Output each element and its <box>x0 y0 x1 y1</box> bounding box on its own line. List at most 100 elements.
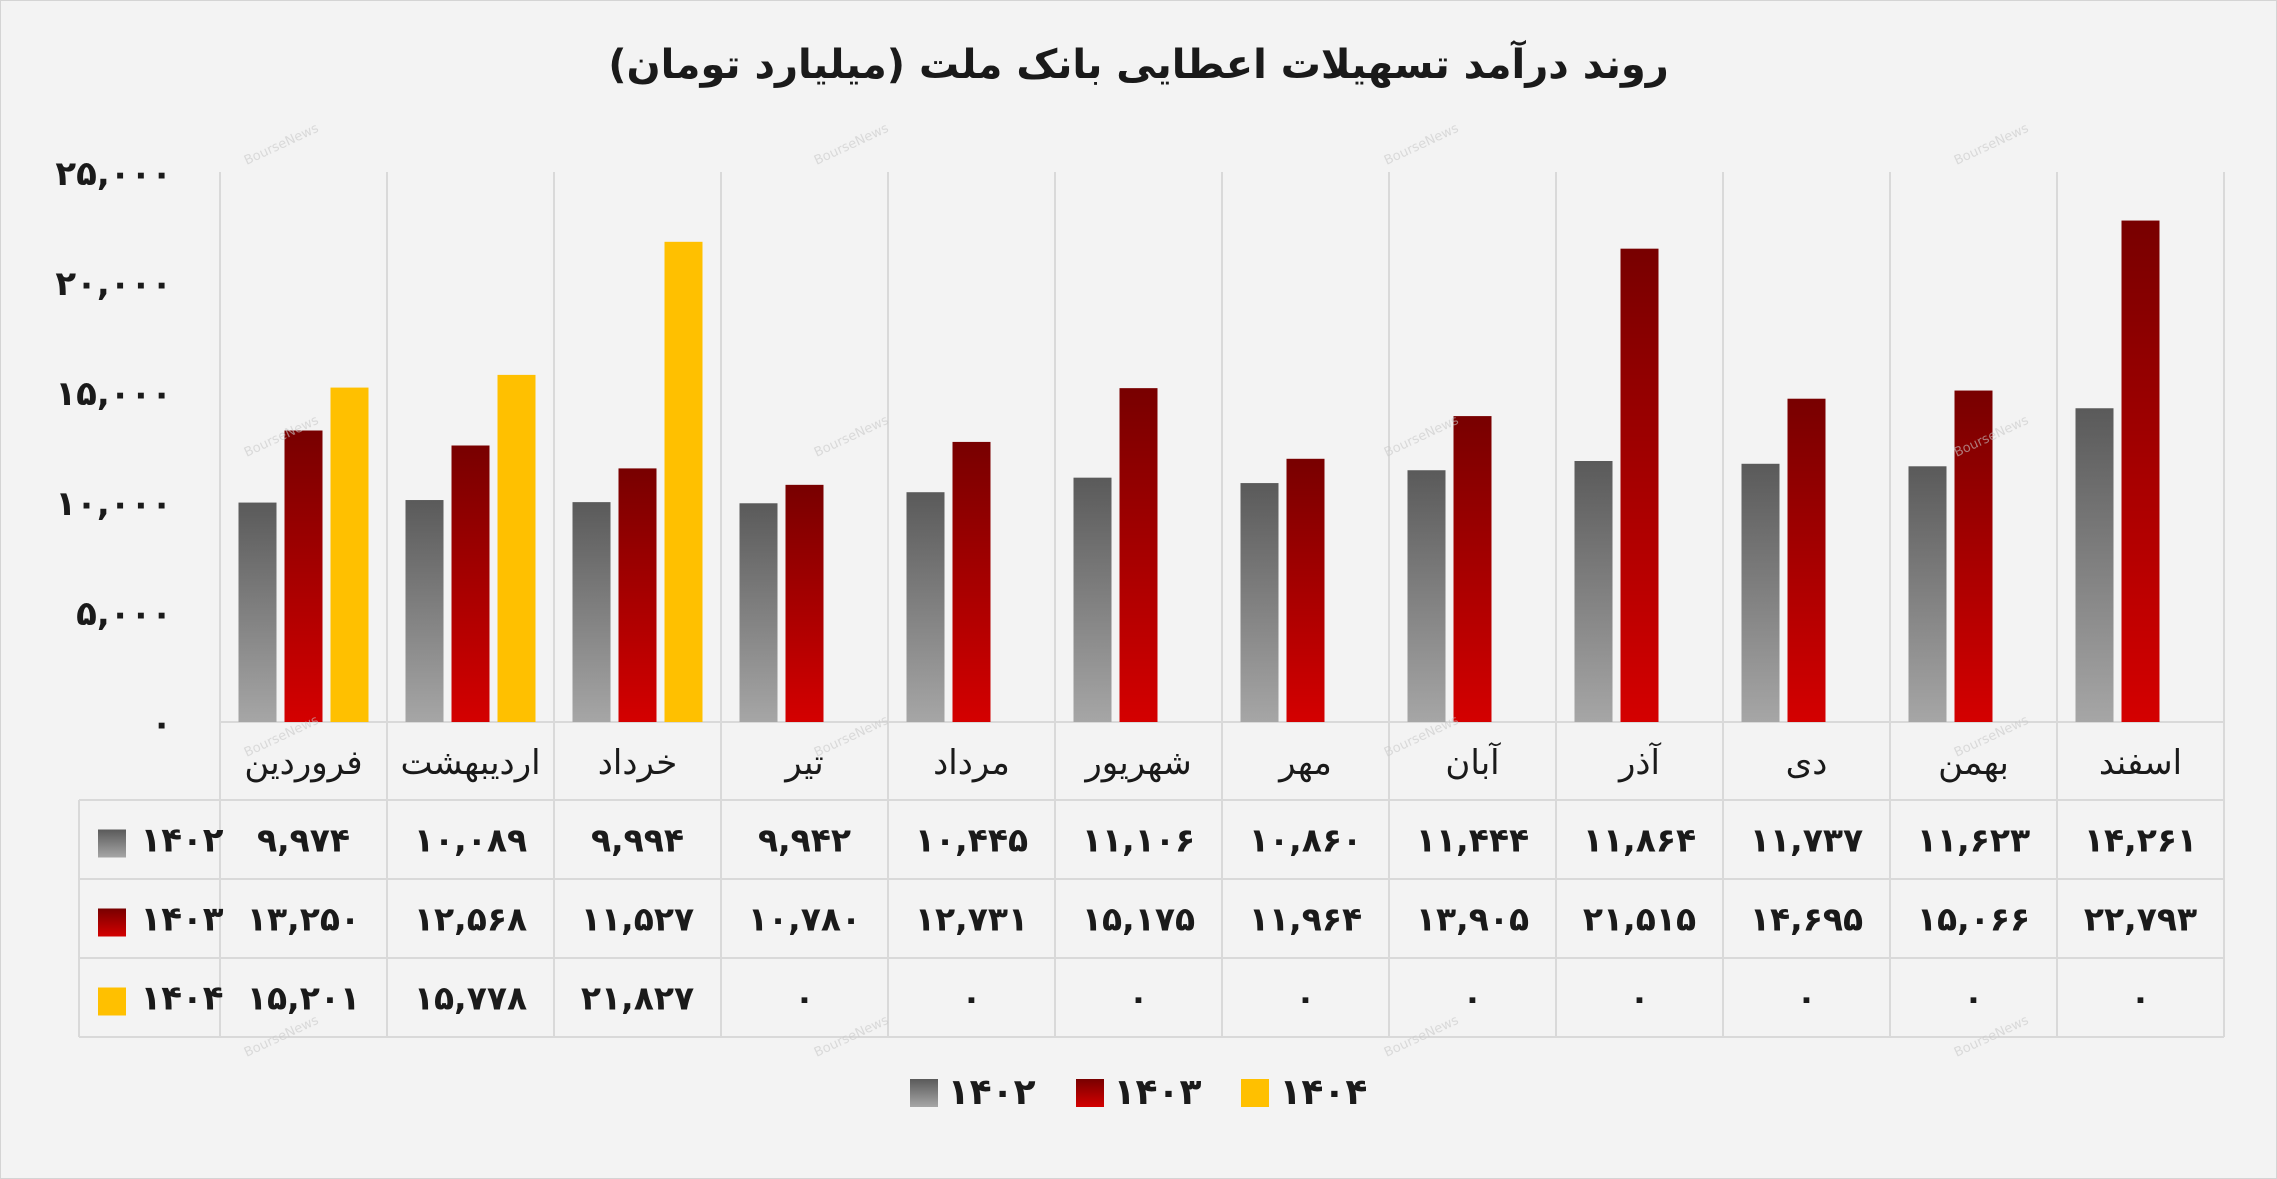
table-row-swatch <box>98 908 126 937</box>
data-label: ۱۱,۴۴۴ <box>1416 821 1529 860</box>
data-label: ۲۲,۷۹۳ <box>2084 900 2197 939</box>
data-label: ۰ <box>1629 979 1649 1018</box>
data-label: ۱۱,۸۶۴ <box>1583 821 1696 860</box>
x-tick-label: دی <box>1786 743 1828 783</box>
x-tick-label: بهمن <box>1938 743 2009 783</box>
y-tick-label: ۲۰,۰۰۰ <box>55 264 172 304</box>
data-label: ۱۰,۰۸۹ <box>414 821 527 860</box>
bar-2-11 <box>1954 390 1993 722</box>
bar-1-5 <box>906 492 945 722</box>
bar-2-3 <box>618 468 657 722</box>
data-label: ۹,۹۴۲ <box>758 821 851 860</box>
bar-1-12 <box>2075 408 2114 722</box>
data-label: ۰ <box>1796 979 1816 1018</box>
watermark-text: BourseNews <box>812 121 891 169</box>
bar-1-10 <box>1741 463 1780 722</box>
bar-1-8 <box>1407 470 1446 722</box>
x-tick-label: مهر <box>1277 743 1332 783</box>
bar-2-12 <box>2121 220 2160 722</box>
data-label: ۱۱,۹۶۴ <box>1249 900 1362 939</box>
bar-2-2 <box>451 445 490 722</box>
data-label: ۰ <box>1128 979 1148 1018</box>
bar-2-9 <box>1620 248 1659 723</box>
x-tick-label: اردیبهشت <box>400 743 540 783</box>
bar-1-7 <box>1240 483 1279 722</box>
data-label: ۹,۹۷۴ <box>257 821 350 860</box>
legend-label: ۱۴۰۲ <box>947 1072 1036 1113</box>
y-axis-ticks: ۰ ۵,۰۰۰ ۱۰,۰۰۰ ۱۵,۰۰۰ ۲۰,۰۰۰ ۲۵,۰۰۰ <box>55 154 172 744</box>
y-tick-label: ۵,۰۰۰ <box>76 594 172 634</box>
data-label: ۱۱,۶۲۳ <box>1917 821 2030 860</box>
bar-3-3 <box>664 241 703 722</box>
data-table: فروردین اردیبهشت خرداد تیر مرداد شهریور مهر آبا… <box>98 742 2197 1019</box>
data-label: ۲۱,۵۱۵ <box>1583 900 1696 939</box>
data-label: ۰ <box>1963 979 1983 1018</box>
bar-3-2 <box>497 374 536 722</box>
x-tick-label: اسفند <box>2099 743 2182 783</box>
data-label: ۰ <box>1462 979 1482 1018</box>
data-label: ۱۰,۴۴۵ <box>915 821 1028 860</box>
data-label: ۱۵,۲۰۱ <box>247 979 360 1018</box>
data-label: ۱۳,۲۵۰ <box>247 900 360 939</box>
bar-1-2 <box>405 500 444 722</box>
x-tick-label: فروردین <box>244 743 362 783</box>
watermark-text: BourseNews <box>1952 121 2031 169</box>
legend-label: ۱۴۰۴ <box>1279 1072 1368 1113</box>
watermark-text: BourseNews <box>242 121 321 169</box>
data-label: ۱۰,۸۶۰ <box>1249 821 1362 860</box>
bar-2-5 <box>952 441 991 722</box>
x-tick-label: شهریور <box>1083 743 1191 783</box>
grid-layer <box>78 172 2225 1038</box>
bar-1-1 <box>238 502 277 722</box>
legend-item: ۱۴۰۳ <box>1075 1072 1202 1113</box>
data-label: ۰ <box>2130 979 2150 1018</box>
data-label: ۱۱,۵۲۷ <box>581 900 694 939</box>
data-label: ۱۰,۷۸۰ <box>748 900 861 939</box>
watermark-text: BourseNews <box>1382 413 1461 461</box>
x-tick-label: آبان <box>1445 742 1501 783</box>
data-label: ۰ <box>1295 979 1315 1018</box>
table-row-swatch <box>98 987 126 1016</box>
x-tick-label: خرداد <box>598 743 678 783</box>
legend-swatch <box>909 1078 938 1107</box>
legend: ۱۴۰۲ ۱۴۰۳ ۱۴۰۴ <box>0 1072 2277 1113</box>
legend-swatch <box>1075 1078 1104 1107</box>
table-row-swatch <box>98 829 126 858</box>
data-label: ۹,۹۹۴ <box>591 821 684 860</box>
bar-2-8 <box>1453 416 1492 722</box>
data-label: ۱۲,۵۶۸ <box>414 900 527 939</box>
data-label: ۱۲,۷۳۱ <box>915 900 1028 939</box>
data-label: ۱۵,۱۷۵ <box>1082 900 1195 939</box>
bar-2-6 <box>1119 388 1158 722</box>
bar-3-1 <box>330 387 369 722</box>
table-row-series-name: ۱۴۰۴ <box>140 979 223 1019</box>
x-tick-label: آذر <box>1617 742 1662 783</box>
bar-1-4 <box>739 503 778 722</box>
data-label: ۱۱,۷۳۷ <box>1750 821 1863 860</box>
watermark-text: BourseNews <box>812 413 891 461</box>
data-label: ۲۱,۸۲۷ <box>581 979 694 1018</box>
table-row-series-name: ۱۴۰۳ <box>140 900 223 940</box>
data-label: ۱۵,۰۶۶ <box>1917 900 2030 939</box>
bar-2-7 <box>1286 458 1325 722</box>
y-tick-label: ۰ <box>151 704 172 744</box>
legend-label: ۱۴۰۳ <box>1113 1072 1202 1113</box>
y-tick-label: ۲۵,۰۰۰ <box>55 154 172 194</box>
bar-2-4 <box>785 484 824 722</box>
bar-2-10 <box>1787 398 1826 722</box>
bar-1-9 <box>1574 460 1613 722</box>
y-tick-label: ۱۰,۰۰۰ <box>55 484 172 524</box>
x-tick-label: مرداد <box>933 743 1010 783</box>
chart-title: روند درآمد تسهیلات اعطایی بانک ملت (میلی… <box>608 42 1669 88</box>
bar-1-11 <box>1908 466 1947 722</box>
data-label: ۱۴,۶۹۵ <box>1750 900 1863 939</box>
table-row-series-name: ۱۴۰۲ <box>140 821 223 861</box>
data-label: ۰ <box>961 979 981 1018</box>
legend-item: ۱۴۰۴ <box>1241 1072 1367 1113</box>
legend-swatch <box>1241 1078 1270 1107</box>
bar-2-1 <box>284 430 323 722</box>
data-label: ۱۳,۹۰۵ <box>1416 900 1529 939</box>
x-tick-label: تیر <box>783 743 823 783</box>
watermark-text: BourseNews <box>812 713 891 761</box>
